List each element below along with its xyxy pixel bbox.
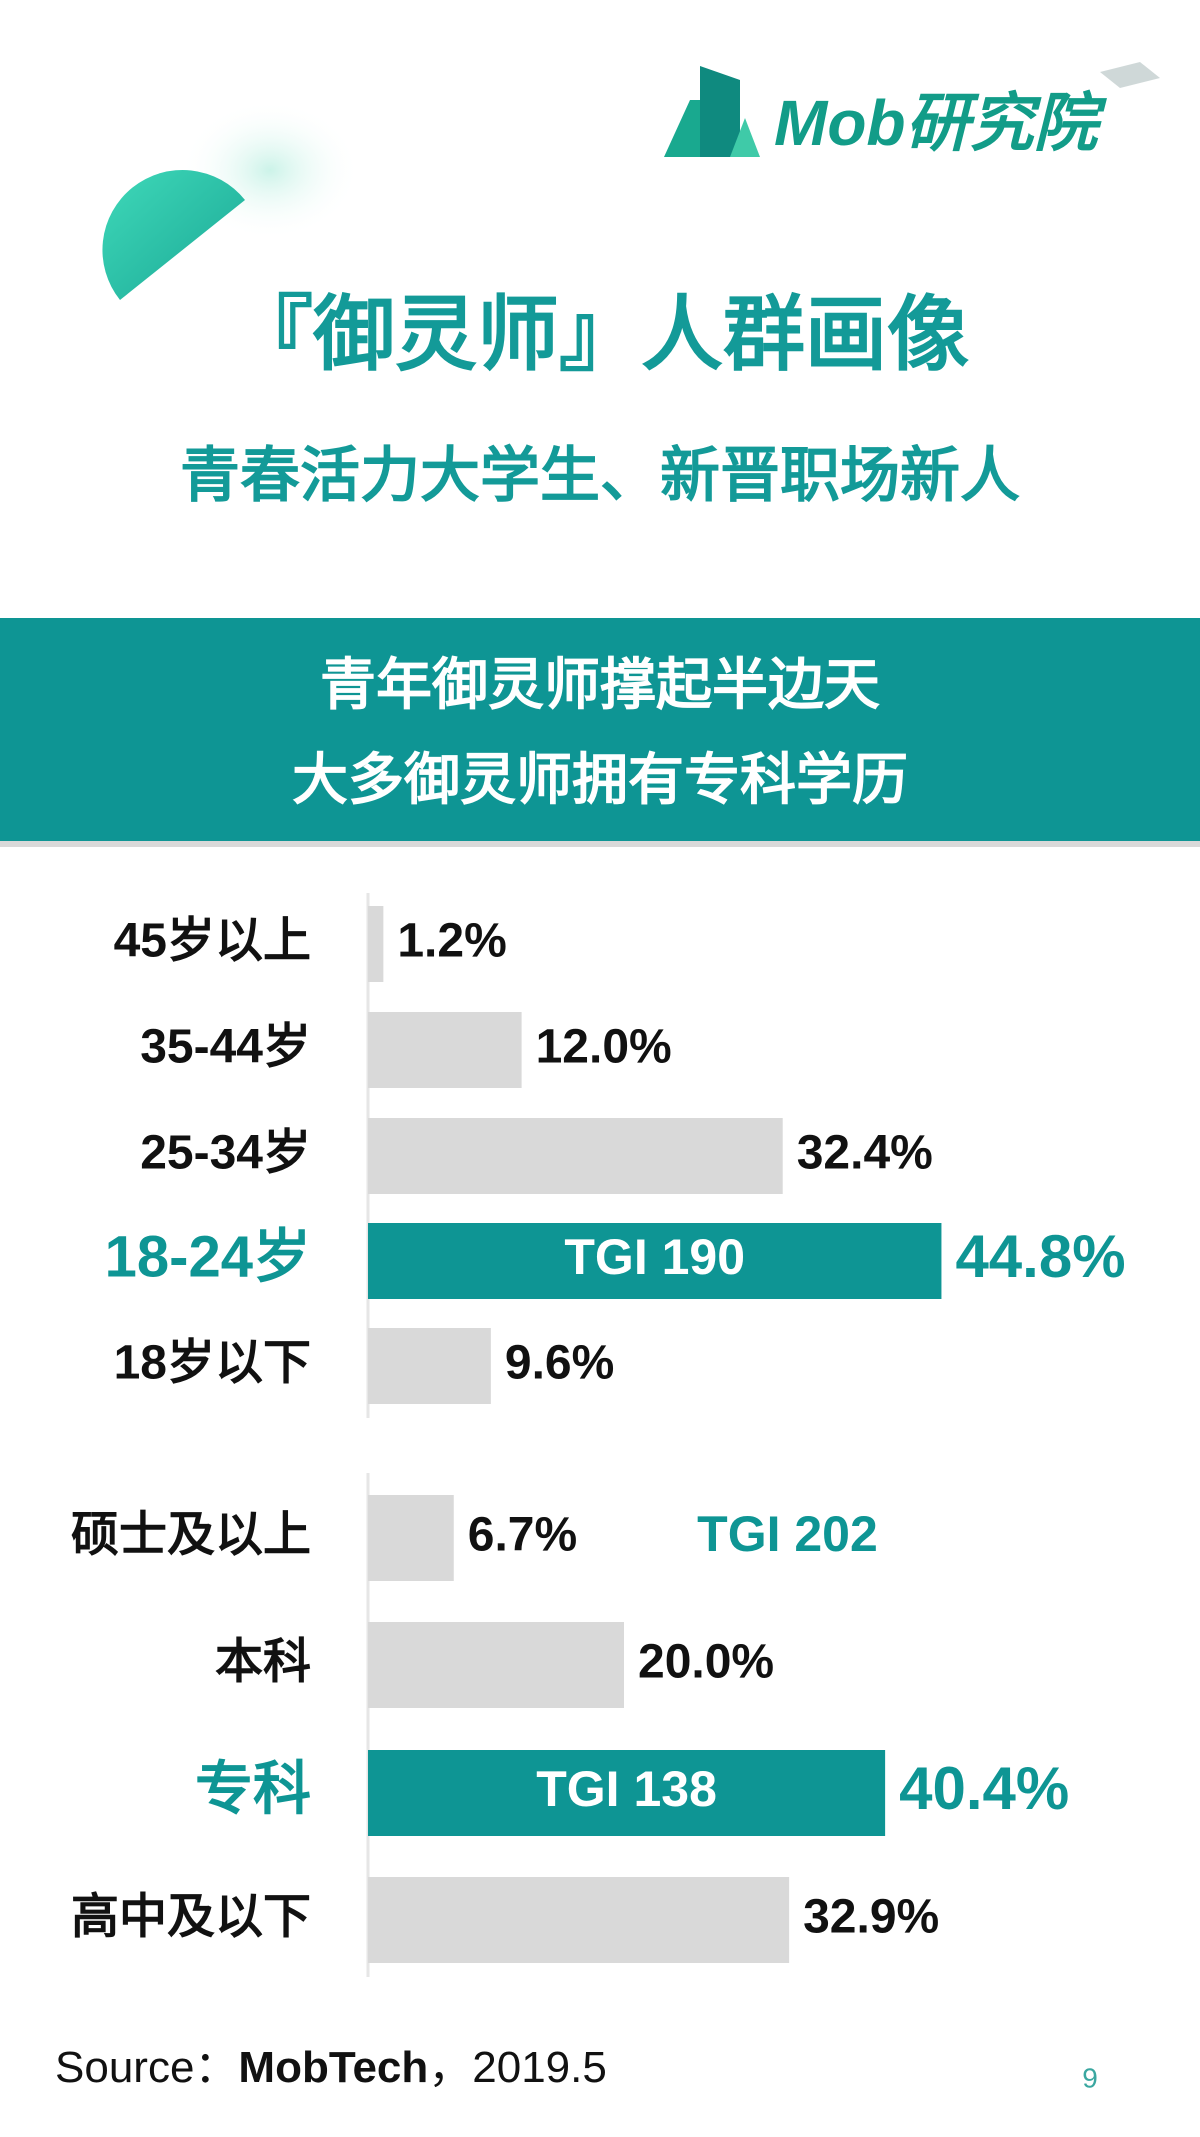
tgi-annotation: TGI 190: [564, 1229, 745, 1285]
title: 『御灵师』人群画像: [231, 290, 969, 381]
source: Source：MobTech，2019.5: [55, 2043, 607, 2092]
category-label: 25-34岁: [140, 1127, 311, 1180]
page-number: 9: [1082, 2062, 1098, 2093]
bar: [368, 1750, 886, 1836]
source-label: Source：: [55, 2043, 238, 2092]
value-label: 32.4%: [797, 1127, 933, 1180]
logo: Mob研究院: [664, 62, 1160, 159]
category-label: 专科: [195, 1756, 311, 1821]
category-label: 45岁以上: [114, 915, 311, 968]
decor-shape: [102, 169, 245, 300]
value-label: 40.4%: [899, 1755, 1069, 1822]
tgi-annotation: TGI 138: [536, 1761, 717, 1817]
value-label: 20.0%: [638, 1636, 774, 1689]
bar: [368, 1118, 783, 1194]
category-label: 18-24岁: [105, 1224, 311, 1289]
logo-text: Mob研究院: [774, 87, 1107, 159]
source-name: MobTech: [238, 2043, 428, 2092]
value-label: 9.6%: [505, 1337, 614, 1390]
value-label: 44.8%: [955, 1223, 1125, 1290]
category-label: 本科: [215, 1636, 311, 1689]
bar: [368, 1012, 522, 1088]
bar: [368, 1877, 790, 1963]
value-label: 12.0%: [536, 1021, 672, 1074]
category-label: 18岁以下: [114, 1337, 311, 1390]
category-label: 35-44岁: [140, 1021, 311, 1074]
source-date: ，2019.5: [428, 2043, 607, 2092]
bar: [368, 1495, 454, 1581]
tgi-annotation: TGI 202: [697, 1506, 878, 1562]
banner-line: 青年御灵师撑起半边天: [320, 653, 880, 716]
banner-shadow: [0, 841, 1200, 847]
bar: [368, 906, 384, 982]
bar: [368, 1622, 624, 1708]
bar: [368, 1223, 942, 1299]
category-label: 高中及以下: [71, 1891, 311, 1944]
banner-line: 大多御灵师拥有专科学历: [292, 748, 908, 811]
value-label: 1.2%: [397, 915, 506, 968]
category-label: 硕士及以上: [71, 1509, 311, 1562]
banner: [0, 618, 1200, 841]
subtitle: 青春活力大学生、新晋职场新人: [180, 442, 1020, 509]
value-label: 6.7%: [468, 1509, 577, 1562]
value-label: 32.9%: [803, 1891, 939, 1944]
bar: [368, 1328, 491, 1404]
